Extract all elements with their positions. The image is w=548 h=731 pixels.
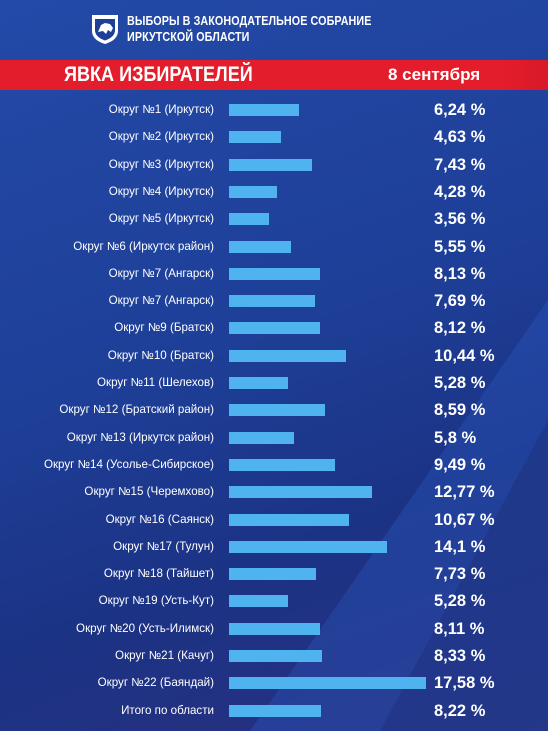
category-label: Округ №2 (Иркутск) (108, 130, 214, 144)
category-label: Округ №3 (Иркутск) (108, 157, 214, 171)
value-label: 5,28 % (434, 374, 486, 392)
value-label: 12,77 % (434, 483, 495, 502)
category-label: Округ №4 (Иркутск) (108, 184, 214, 198)
turnout-bar (229, 158, 312, 171)
turnout-bar (229, 131, 281, 144)
value-label: 17,58 % (434, 674, 495, 693)
category-label: Округ №22 (Баяндай) (97, 676, 214, 690)
org-title-line1: ВЫБОРЫ В ЗАКОНОДАТЕЛЬНОЕ СОБРАНИЕ (127, 14, 372, 28)
turnout-bar (229, 295, 315, 308)
value-label: 5,55 % (434, 237, 486, 256)
turnout-bar (229, 431, 294, 444)
category-label: Округ №13 (Иркутск район) (66, 430, 214, 444)
value-label: 5,8 % (434, 428, 477, 447)
category-label: Округ №1 (Иркутск) (108, 103, 214, 116)
header: ВЫБОРЫ В ЗАКОНОДАТЕЛЬНОЕ СОБРАНИЕ ИРКУТС… (0, 0, 548, 58)
value-label: 8,22 % (434, 701, 486, 720)
turnout-bar (229, 486, 372, 499)
value-label: 7,69 % (434, 292, 486, 311)
chart-title: ЯВКА ИЗБИРАТЕЛЕЙ (64, 63, 253, 86)
value-label: 10,67 % (434, 510, 495, 529)
value-label: 7,43 % (434, 155, 486, 174)
irkutsk-coat-of-arms-icon (92, 15, 118, 44)
turnout-bar (229, 677, 426, 690)
category-label: Округ №7 (Ангарск) (108, 266, 214, 280)
turnout-bar (229, 404, 325, 417)
category-label: Итого по области (121, 703, 214, 717)
value-label: 10,44 % (434, 346, 495, 365)
turnout-bar (229, 622, 320, 635)
category-label: Округ №5 (Иркутск) (108, 212, 214, 226)
turnout-bar (229, 513, 349, 526)
value-label: 8,12 % (434, 319, 486, 338)
value-label: 8,59 % (434, 401, 486, 420)
category-label: Округ №20 (Усть-Илимск) (76, 621, 214, 635)
category-label: Округ №21 (Качуг) (115, 649, 214, 662)
turnout-bar (229, 104, 299, 116)
turnout-bar (229, 185, 277, 198)
turnout-bar (229, 458, 335, 471)
value-label: 8,11 % (434, 619, 485, 638)
value-label: 5,28 % (434, 592, 486, 611)
turnout-bar (229, 322, 320, 335)
value-label: 9,49 % (434, 455, 486, 474)
category-label: Округ №9 (Братск) (114, 321, 214, 335)
org-title-line2: ИРКУТСКОЙ ОБЛАСТИ (127, 30, 250, 44)
title-ribbon (0, 60, 548, 90)
turnout-bar (229, 704, 321, 717)
turnout-bar (229, 568, 316, 581)
turnout-bar (229, 267, 320, 280)
turnout-bar (229, 377, 288, 389)
value-label: 3,56 % (434, 210, 486, 229)
category-label: Округ №14 (Усолье-Сибирское) (43, 457, 214, 471)
category-label: Округ №12 (Братский район) (59, 403, 214, 417)
value-label: 4,28 % (434, 182, 486, 201)
category-label: Округ №19 (Усть-Кут) (98, 594, 214, 608)
category-label: Округ №15 (Черемхово) (84, 485, 214, 499)
chart-date: 8 сентября (388, 65, 481, 84)
category-label: Округ №16 (Саянск) (105, 512, 214, 526)
turnout-bar (229, 650, 322, 662)
turnout-bar (229, 213, 269, 226)
value-label: 8,33 % (434, 647, 486, 665)
category-label: Округ №6 (Иркутск район) (73, 239, 214, 253)
value-label: 14,1 % (434, 537, 486, 556)
category-label: Округ №11 (Шелехов) (97, 376, 214, 389)
category-label: Округ №10 (Братск) (107, 348, 214, 362)
category-label: Округ №18 (Тайшет) (103, 567, 214, 581)
turnout-bar (229, 540, 387, 553)
turnout-bar (229, 240, 291, 253)
turnout-bar (229, 595, 288, 608)
value-label: 7,73 % (434, 565, 486, 584)
category-label: Округ №17 (Тулун) (113, 539, 214, 553)
value-label: 4,63 % (434, 128, 486, 147)
category-label: Округ №7 (Ангарск) (108, 294, 214, 308)
value-label: 8,13 % (434, 264, 486, 283)
value-label: 6,24 % (434, 101, 486, 119)
turnout-bar (229, 349, 346, 362)
